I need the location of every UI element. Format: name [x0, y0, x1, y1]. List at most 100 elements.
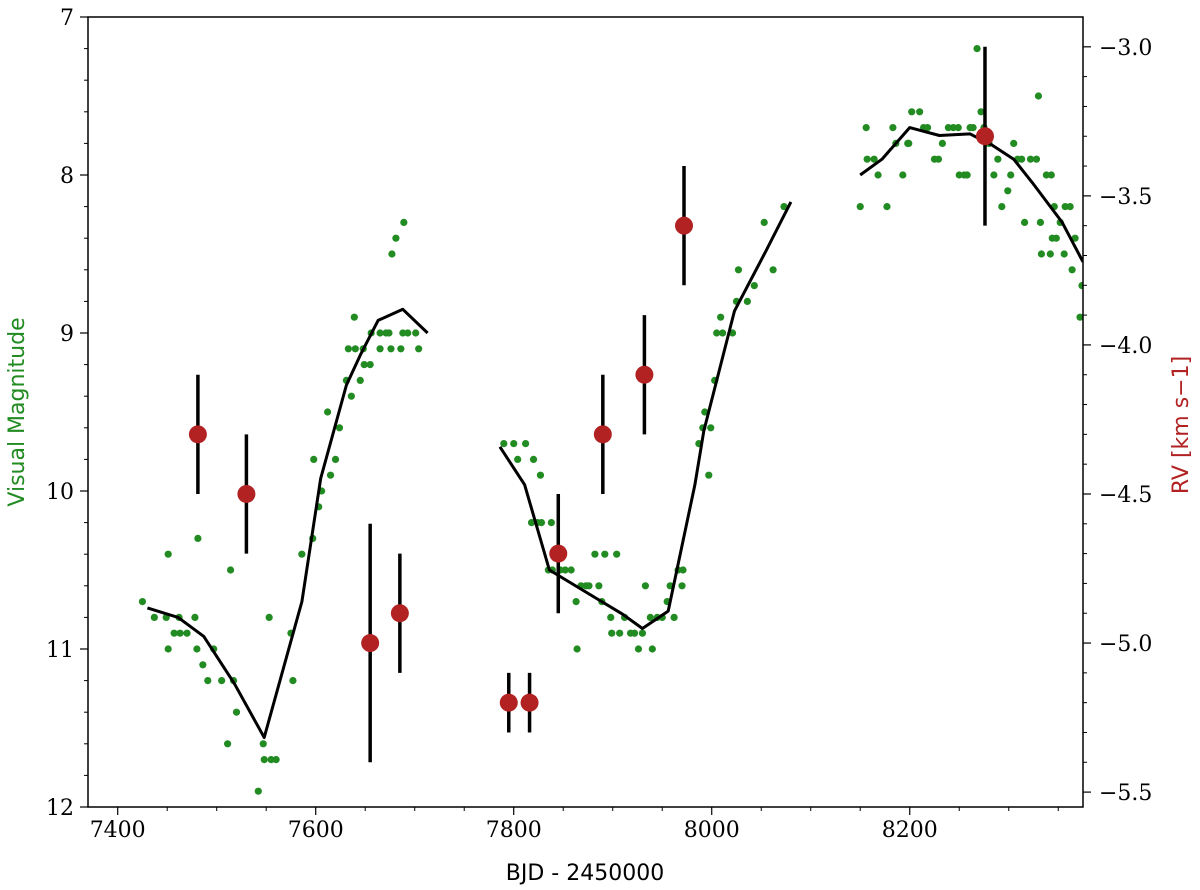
visual-magnitude-point: [1071, 234, 1079, 242]
visual-magnitude-point: [634, 645, 643, 653]
visual-magnitude-point: [360, 361, 368, 369]
visual-magnitude-point: [193, 645, 201, 653]
visual-magnitude-point: [701, 408, 709, 416]
visual-magnitude-point: [1026, 155, 1035, 163]
visual-magnitude-point: [356, 376, 364, 384]
visual-magnitude-point: [638, 629, 647, 637]
y-right-tick-label: −5.5: [1099, 781, 1152, 806]
x-tick-label: 8200: [882, 818, 938, 843]
visual-magnitude-point: [938, 139, 947, 147]
visual-magnitude-point: [1032, 155, 1041, 163]
visual-magnitude-point: [641, 582, 649, 590]
rv-point: [237, 484, 256, 503]
visual-magnitude-point: [934, 155, 943, 163]
visual-magnitude-point: [335, 424, 344, 432]
visual-magnitude-point: [1060, 250, 1068, 258]
visual-magnitude-point: [259, 740, 267, 748]
visual-magnitude-point: [138, 598, 147, 606]
visual-magnitude-point: [630, 629, 639, 637]
rv-point: [361, 634, 380, 653]
visual-magnitude-point: [267, 756, 275, 764]
visual-magnitude-point: [973, 45, 981, 53]
visual-magnitude-point: [734, 266, 743, 274]
visual-magnitude-point: [863, 155, 871, 163]
y-right-tick-label: −3.5: [1099, 185, 1152, 210]
visual-magnitude-point: [969, 124, 977, 132]
visual-magnitude-point: [376, 329, 384, 337]
visual-magnitude-point: [170, 629, 178, 637]
visual-magnitude-point: [1047, 171, 1055, 179]
visual-magnitude-point: [191, 613, 199, 622]
y-axis-right: −3.0 −3.5 −4.0 −4.5 −5.0 −5.5: [1083, 36, 1152, 806]
fit-line-series: [146, 126, 1083, 739]
visual-magnitude-point: [397, 345, 405, 353]
visual-magnitude-point: [883, 203, 891, 211]
visual-magnitude-point: [717, 313, 725, 321]
rv-series: [188, 46, 994, 763]
visual-magnitude-point: [899, 171, 907, 179]
visual-magnitude-point: [1088, 203, 1095, 210]
visual-magnitude-point: [529, 455, 538, 463]
visual-magnitude-point: [344, 345, 352, 353]
visual-magnitude-point: [990, 171, 998, 179]
visual-magnitude-point: [874, 171, 882, 179]
visual-magnitude-point: [601, 550, 609, 558]
rv-point: [499, 693, 518, 712]
rv-point: [549, 544, 568, 563]
visual-magnitude-point: [646, 613, 654, 622]
y-axis-left-label: Visual Magnitude: [5, 317, 30, 506]
visual-magnitude-point: [585, 582, 593, 590]
visual-magnitude-point: [218, 677, 226, 685]
y-right-tick-label: −3.0: [1099, 36, 1152, 61]
y-left-tick-label: 12: [46, 796, 74, 821]
visual-magnitude-point: [595, 582, 603, 590]
visual-magnitude-point: [412, 329, 420, 337]
visual-magnitude-point: [272, 756, 280, 764]
visual-magnitude-point: [977, 108, 985, 116]
visual-magnitude-point: [1076, 313, 1083, 321]
visual-magnitude-point: [908, 108, 916, 116]
fit-line-segment: [859, 126, 1083, 263]
visual-magnitude-point: [164, 550, 172, 558]
rv-point: [635, 365, 654, 384]
visual-magnitude-point: [955, 171, 963, 179]
visual-magnitude-point: [567, 566, 575, 574]
visual-magnitude-point: [223, 740, 232, 748]
visual-magnitude-point: [923, 124, 932, 132]
visual-magnitude-point: [310, 455, 318, 463]
fit-line-segment: [498, 201, 793, 630]
visual-magnitude-point: [510, 440, 518, 448]
visual-magnitude-point: [387, 345, 395, 353]
visual-magnitude-point: [254, 787, 262, 795]
visual-magnitude-point: [616, 629, 624, 637]
y-right-tick-label: −5.0: [1099, 632, 1152, 657]
visual-magnitude-point: [385, 329, 393, 337]
visual-magnitude-point: [1042, 171, 1050, 179]
visual-magnitude-point: [1037, 250, 1046, 258]
visual-magnitude-point: [399, 329, 407, 337]
visual-magnitude-point: [870, 155, 878, 163]
visual-magnitude-point: [862, 124, 870, 132]
visual-magnitude-point: [1010, 139, 1018, 147]
visual-magnitude-point: [572, 598, 580, 606]
y-axis-left: 7 8 9 10 11 12: [46, 6, 88, 821]
visual-magnitude-point: [194, 534, 202, 543]
visual-magnitude-point: [150, 613, 158, 622]
visual-magnitude-point: [998, 203, 1006, 211]
y-left-tick-label: 7: [60, 6, 74, 31]
visual-magnitude-point: [366, 361, 374, 369]
visual-magnitude-point: [392, 234, 400, 242]
rv-point: [390, 604, 409, 623]
rv-point: [975, 127, 994, 146]
plot-frame: [87, 16, 1084, 808]
visual-magnitude-point: [944, 124, 952, 132]
visual-magnitude-point: [607, 613, 615, 622]
y-axis-right-label: RV [km s−1]: [1169, 356, 1194, 494]
visual-magnitude-point: [527, 519, 536, 527]
visual-magnitude-point: [916, 108, 924, 116]
visual-magnitude-point: [547, 519, 555, 527]
plot-area: [138, 45, 1095, 795]
visual-magnitude-point: [963, 171, 971, 179]
rv-point: [520, 693, 539, 712]
x-tick-label: 7400: [90, 818, 146, 843]
